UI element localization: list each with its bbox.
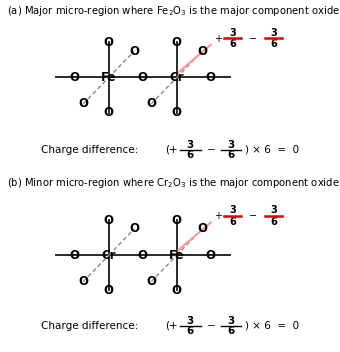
Text: −: − [249, 212, 257, 221]
Text: 6: 6 [270, 217, 277, 227]
Text: (+: (+ [165, 145, 177, 155]
Text: 3: 3 [270, 206, 277, 215]
Text: +: + [214, 34, 222, 44]
Text: Fe: Fe [101, 71, 117, 84]
Text: ) × 6  =  0: ) × 6 = 0 [245, 145, 299, 155]
Text: 6: 6 [230, 39, 236, 49]
Text: 3: 3 [270, 28, 277, 38]
Text: 6: 6 [227, 326, 235, 335]
Text: O: O [129, 222, 139, 235]
Text: O: O [70, 71, 80, 84]
Text: O: O [104, 36, 114, 49]
Text: (+: (+ [165, 321, 177, 331]
Text: Charge difference:: Charge difference: [41, 145, 138, 155]
Text: 6: 6 [270, 39, 277, 49]
Text: O: O [206, 249, 216, 262]
Text: −: − [206, 321, 215, 331]
Text: 6: 6 [227, 150, 235, 159]
Text: O: O [70, 249, 80, 262]
Text: O: O [197, 222, 207, 235]
Text: O: O [104, 106, 114, 119]
Text: O: O [146, 275, 156, 288]
Text: −: − [249, 34, 257, 44]
Text: O: O [197, 45, 207, 57]
Text: O: O [78, 98, 88, 110]
Text: 3: 3 [230, 28, 236, 38]
Text: O: O [104, 214, 114, 226]
Text: 6: 6 [187, 150, 194, 159]
Text: O: O [129, 45, 139, 57]
Text: O: O [138, 249, 148, 262]
Text: O: O [172, 284, 182, 297]
Text: 3: 3 [230, 206, 236, 215]
Text: O: O [138, 71, 148, 84]
Text: O: O [104, 284, 114, 297]
Text: O: O [172, 214, 182, 226]
Text: +: + [214, 212, 222, 221]
Text: ) × 6  =  0: ) × 6 = 0 [245, 321, 299, 331]
Text: Cr: Cr [101, 249, 116, 262]
Text: O: O [172, 106, 182, 119]
Text: 6: 6 [230, 217, 236, 227]
Text: 3: 3 [227, 140, 235, 150]
Text: 3: 3 [227, 316, 235, 326]
Text: (a) Major micro-region where Fe$_2$O$_3$ is the major component oxide: (a) Major micro-region where Fe$_2$O$_3$… [7, 4, 340, 18]
Text: −: − [206, 145, 215, 155]
Text: 3: 3 [187, 140, 194, 150]
Text: (b) Minor micro-region where Cr$_2$O$_3$ is the major component oxide: (b) Minor micro-region where Cr$_2$O$_3$… [7, 176, 339, 190]
Text: Fe: Fe [169, 249, 185, 262]
Text: Cr: Cr [169, 71, 184, 84]
Text: 6: 6 [187, 326, 194, 335]
Text: O: O [78, 275, 88, 288]
Text: O: O [172, 36, 182, 49]
Text: Charge difference:: Charge difference: [41, 321, 138, 331]
Text: 3: 3 [187, 316, 194, 326]
Text: O: O [206, 71, 216, 84]
Text: O: O [146, 98, 156, 110]
